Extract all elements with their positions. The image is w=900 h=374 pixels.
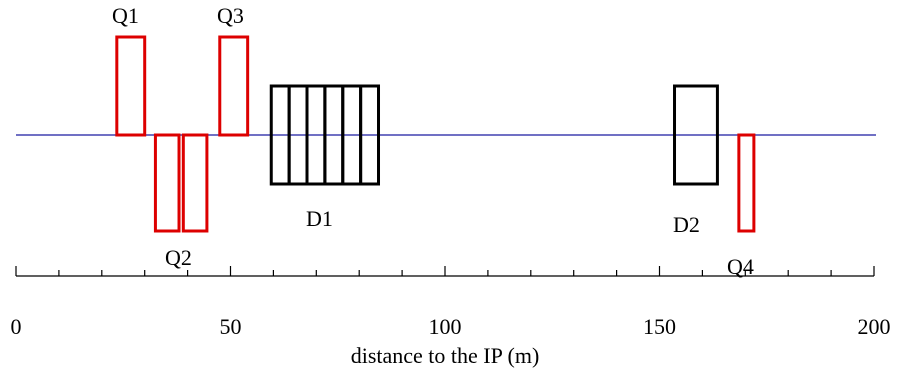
- axis-title: distance to the IP (m): [351, 343, 540, 368]
- dipole-d2-segment-0: [673, 84, 719, 186]
- tick-label-100: 100: [429, 314, 462, 339]
- quadrupole-q4-4: [737, 133, 756, 233]
- dipole-d1-segment-5: [359, 84, 381, 186]
- dipole-magnets: [269, 84, 719, 186]
- tick-label-150: 150: [643, 314, 676, 339]
- quadrupole-q2-2: [181, 133, 209, 233]
- label-q2: Q2: [165, 245, 192, 270]
- tick-label-200: 200: [858, 314, 891, 339]
- quadrupole-q2-1: [153, 133, 181, 233]
- label-q1: Q1: [112, 3, 139, 28]
- label-q3: Q3: [217, 3, 244, 28]
- label-d2: D2: [673, 212, 700, 237]
- label-d1: D1: [306, 206, 333, 231]
- quadrupole-magnets: [115, 35, 756, 233]
- quadrupole-q3-3: [218, 35, 250, 137]
- label-q4: Q4: [727, 254, 754, 279]
- distance-axis: 0 50 100 150 200: [11, 266, 891, 339]
- tick-label-50: 50: [220, 314, 242, 339]
- tick-label-0: 0: [11, 314, 22, 339]
- quadrupole-q1-0: [115, 35, 147, 137]
